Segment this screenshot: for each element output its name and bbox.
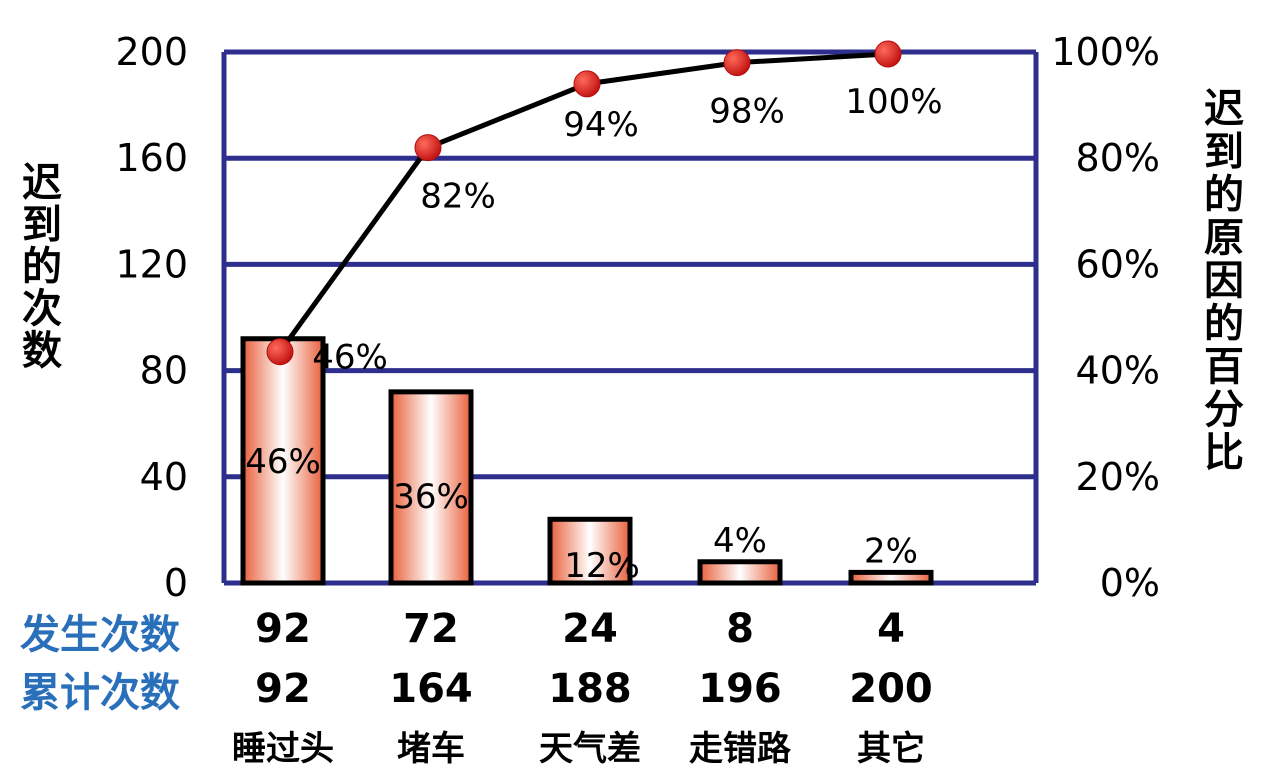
category-label: 走错路: [689, 729, 792, 769]
y-axis-label-char: 到: [22, 202, 62, 248]
cumulative-point: [414, 134, 442, 162]
category-label: 睡过头: [232, 729, 334, 769]
y-tick-label: 160: [115, 136, 188, 180]
y-tick-label: 0: [164, 561, 188, 605]
bar: [848, 569, 934, 586]
y2-axis-label-char: 到: [1204, 129, 1244, 175]
cumulative-point: [874, 40, 902, 68]
bars: [240, 336, 934, 586]
occurrence-value: 4: [877, 606, 905, 652]
grid-lines: [221, 49, 1039, 586]
y2-tick-label: 40%: [1076, 349, 1160, 393]
y-tick-label: 40: [140, 455, 188, 499]
y-axis-label-char: 数: [22, 328, 62, 374]
occurrence-value: 92: [255, 606, 311, 652]
row-label-occurrences: 发生次数: [20, 612, 180, 658]
category-label: 堵车: [397, 729, 465, 769]
y2-axis-label-char: 分: [1204, 387, 1244, 433]
bar-percent-label: 46%: [245, 442, 321, 482]
y-tick-label: 120: [115, 242, 188, 286]
cumulative-percent-label: 94%: [563, 105, 639, 145]
y2-tick-label: 60%: [1076, 242, 1160, 286]
bar-percent-label: 4%: [713, 521, 767, 561]
occurrence-value: 72: [403, 606, 459, 652]
cumulative-point: [573, 70, 601, 98]
y-tick-label: 80: [140, 349, 188, 393]
cumulative-percent-label: 98%: [709, 92, 785, 132]
y2-tick-label: 0%: [1100, 561, 1160, 605]
bar-percent-label: 2%: [864, 531, 918, 571]
y2-axis-label-char: 比: [1204, 430, 1244, 476]
occurrence-value: 24: [562, 606, 618, 652]
cumulative-percent-label: 82%: [420, 177, 496, 217]
y2-axis-label-char: 百: [1204, 344, 1244, 390]
occurrence-value: 8: [726, 606, 754, 652]
labels: 0 40 80 120 160 200 0% 20% 40% 60% 80% 100% 46% 36% 12…: [20, 30, 1244, 769]
y2-axis-label-char: 因: [1204, 258, 1244, 304]
cumulative-point: [266, 338, 294, 366]
y-axis-label-char: 的: [22, 244, 62, 290]
row-label-cumulative: 累计次数: [20, 670, 180, 716]
y-tick-label: 200: [115, 30, 188, 74]
cumulative-value: 200: [849, 666, 933, 712]
bar-percent-label: 12%: [564, 546, 640, 586]
cumulative-line: [266, 40, 902, 366]
y-axis-label-char: 迟: [22, 160, 62, 206]
y2-axis-label-char: 的: [1204, 301, 1244, 347]
y-axis-label-char: 次: [22, 286, 62, 332]
bar: [547, 516, 633, 586]
cumulative-percent-label: 46%: [312, 338, 388, 378]
y2-axis-label-char: 迟: [1204, 86, 1244, 132]
bar: [388, 389, 474, 586]
category-label: 天气差: [539, 729, 641, 769]
y2-axis-label-char: 的: [1204, 172, 1244, 218]
category-label: 其它: [857, 729, 925, 769]
cumulative-point: [723, 49, 751, 77]
cumulative-line-path: [277, 51, 889, 354]
cumulative-value: 164: [389, 666, 473, 712]
cumulative-percent-label: 100%: [845, 82, 942, 122]
y2-tick-label: 80%: [1076, 136, 1160, 180]
y2-axis-label-char: 原: [1204, 215, 1244, 261]
bar-percent-label: 36%: [393, 477, 469, 517]
y2-tick-label: 20%: [1076, 455, 1160, 499]
cumulative-value: 188: [548, 666, 632, 712]
cumulative-value: 92: [255, 666, 311, 712]
y2-tick-label: 100%: [1051, 30, 1160, 74]
bar: [697, 559, 783, 586]
bar: [240, 336, 326, 586]
cumulative-value: 196: [698, 666, 782, 712]
